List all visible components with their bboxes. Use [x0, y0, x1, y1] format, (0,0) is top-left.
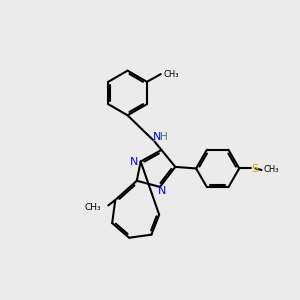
Text: N: N — [130, 157, 139, 166]
Text: S: S — [251, 164, 259, 174]
Text: N: N — [158, 186, 166, 196]
Text: CH₃: CH₃ — [163, 70, 178, 79]
Text: H: H — [160, 132, 168, 142]
Text: N: N — [153, 132, 161, 142]
Text: CH₃: CH₃ — [264, 166, 279, 175]
Text: CH₃: CH₃ — [85, 203, 101, 212]
